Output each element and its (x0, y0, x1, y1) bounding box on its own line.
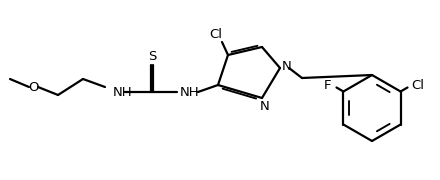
Text: F: F (324, 79, 331, 92)
Text: N: N (282, 60, 292, 73)
Text: S: S (148, 50, 156, 62)
Text: N: N (260, 100, 270, 112)
Text: O: O (28, 80, 38, 93)
Text: Cl: Cl (209, 28, 223, 40)
Text: Cl: Cl (411, 79, 424, 92)
Text: NH: NH (180, 86, 200, 98)
Text: NH: NH (113, 86, 132, 98)
